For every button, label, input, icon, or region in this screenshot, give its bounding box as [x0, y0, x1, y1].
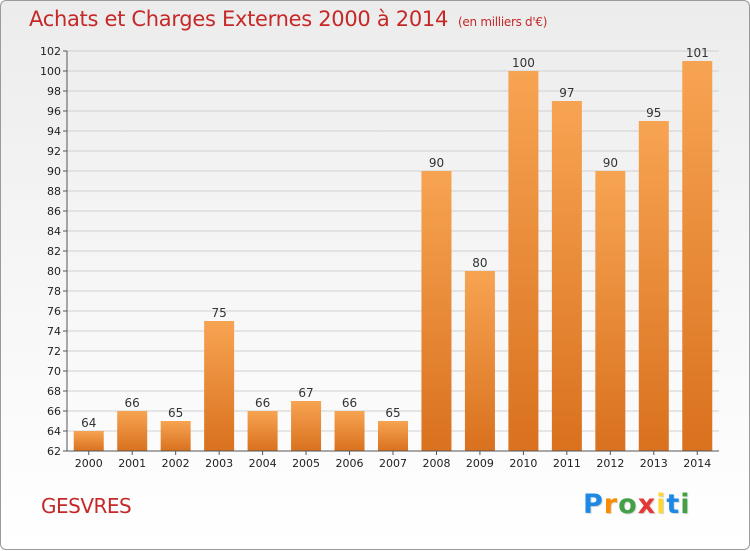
value-label-2013: 95 — [646, 106, 661, 120]
x-tick-label-2007: 2007 — [379, 457, 407, 470]
bar-2004 — [247, 411, 278, 451]
y-tick-label-94: 94 — [47, 125, 61, 138]
y-tick-label-102: 102 — [40, 45, 61, 58]
value-label-2007: 65 — [385, 406, 400, 420]
value-label-2004: 66 — [255, 396, 270, 410]
y-tick-label-62: 62 — [47, 445, 61, 458]
y-tick-label-76: 76 — [47, 305, 61, 318]
x-tick-label-2005: 2005 — [292, 457, 320, 470]
bars — [73, 61, 713, 451]
bar-2006 — [334, 411, 365, 451]
logo-letter: o — [618, 489, 638, 520]
value-labels: 64 66 65 75 66 67 66 65 90 80 100 97 90 95 101 — [81, 46, 709, 430]
y-tick-label-66: 66 — [47, 405, 61, 418]
bar-2011 — [551, 101, 582, 451]
logo-letter: i — [680, 489, 691, 520]
y-tick-label-72: 72 — [47, 345, 61, 358]
x-tick-label-2011: 2011 — [553, 457, 581, 470]
y-tick-label-86: 86 — [47, 205, 61, 218]
y-tick-label-100: 100 — [40, 65, 61, 78]
x-tick-label-2003: 2003 — [205, 457, 233, 470]
x-tick-label-2014: 2014 — [683, 457, 711, 470]
y-tick-label-70: 70 — [47, 365, 61, 378]
y-tick-label-92: 92 — [47, 145, 61, 158]
logo-letter: P — [583, 489, 604, 520]
value-label-2014: 101 — [686, 46, 709, 60]
y-tick-label-90: 90 — [47, 165, 61, 178]
y-tick-label-82: 82 — [47, 245, 61, 258]
bar-2000 — [73, 431, 104, 451]
bar-2002 — [160, 421, 191, 451]
y-tick-label-64: 64 — [47, 425, 61, 438]
logo-letter: r — [603, 489, 619, 520]
y-tick-label-78: 78 — [47, 285, 61, 298]
bar-2001 — [117, 411, 148, 451]
x-axis-ticks: 2000 2001 2002 2003 2004 2005 2006 2007 2008 2009… — [75, 451, 711, 470]
x-tick-label-2008: 2008 — [422, 457, 450, 470]
bar-2009 — [464, 271, 495, 451]
x-tick-label-2010: 2010 — [509, 457, 537, 470]
value-label-2009: 80 — [472, 256, 487, 270]
value-label-2000: 64 — [81, 416, 96, 430]
x-tick-label-2000: 2000 — [75, 457, 103, 470]
value-label-2008: 90 — [429, 156, 444, 170]
place-name: GESVRES — [41, 494, 132, 518]
proxiti-logo: Proxiti — [583, 489, 691, 520]
logo-letter: x — [637, 489, 657, 520]
value-label-2001: 66 — [125, 396, 140, 410]
value-label-2005: 67 — [298, 386, 313, 400]
bar-2008 — [421, 171, 452, 451]
chart-unit-label: (en milliers d'€) — [458, 15, 548, 29]
bar-2010 — [508, 71, 539, 451]
chart-title: Achats et Charges Externes 2000 à 2014 (e… — [29, 7, 547, 31]
x-tick-label-2002: 2002 — [162, 457, 190, 470]
chart-title-text: Achats et Charges Externes 2000 à 2014 — [29, 7, 449, 31]
y-tick-label-96: 96 — [47, 105, 61, 118]
bar-2014 — [682, 61, 713, 451]
value-label-2006: 66 — [342, 396, 357, 410]
x-tick-label-2012: 2012 — [596, 457, 624, 470]
logo-letter: t — [666, 489, 681, 520]
bar-2013 — [638, 121, 669, 451]
axes — [66, 51, 719, 452]
x-tick-label-2006: 2006 — [336, 457, 364, 470]
y-tick-label-88: 88 — [47, 185, 61, 198]
y-tick-label-84: 84 — [47, 225, 61, 238]
value-label-2002: 65 — [168, 406, 183, 420]
y-tick-label-98: 98 — [47, 85, 61, 98]
x-tick-label-2001: 2001 — [118, 457, 146, 470]
value-label-2010: 100 — [512, 56, 535, 70]
bar-2012 — [595, 171, 626, 451]
bar-2007 — [378, 421, 408, 451]
x-tick-label-2009: 2009 — [466, 457, 494, 470]
bar-2003 — [204, 321, 235, 451]
y-tick-label-74: 74 — [47, 325, 61, 338]
x-tick-label-2013: 2013 — [640, 457, 668, 470]
value-label-2003: 75 — [211, 306, 226, 320]
x-tick-label-2004: 2004 — [249, 457, 277, 470]
y-tick-label-68: 68 — [47, 385, 61, 398]
y-axis-ticks: 62 64 66 68 70 72 74 76 78 80 82 84 86 88 90 92 94 96 98 10… — [40, 45, 67, 458]
y-tick-label-80: 80 — [47, 265, 61, 278]
value-label-2012: 90 — [603, 156, 618, 170]
logo-letter: i — [656, 489, 667, 520]
value-label-2011: 97 — [559, 86, 574, 100]
bar-2005 — [291, 401, 322, 451]
